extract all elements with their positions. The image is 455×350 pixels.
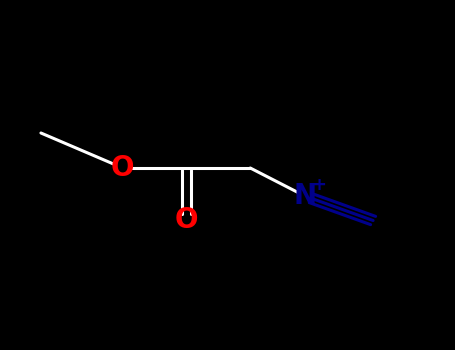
Text: O: O bbox=[111, 154, 135, 182]
Text: +: + bbox=[311, 176, 326, 195]
Text: O: O bbox=[175, 206, 198, 235]
Text: N: N bbox=[293, 182, 316, 210]
